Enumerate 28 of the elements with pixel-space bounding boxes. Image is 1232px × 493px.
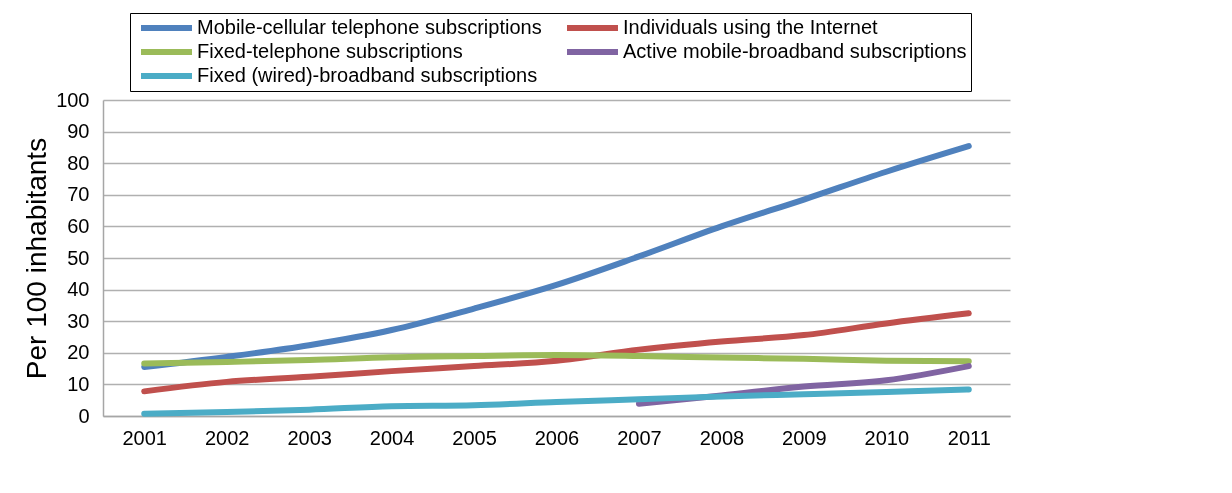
x-tick-label: 2006: [534, 426, 580, 449]
legend-label: Individuals using the Internet: [623, 16, 879, 38]
legend-label: Mobile-cellular telephone subscriptions: [197, 16, 542, 38]
x-tick-label: 2009: [782, 426, 827, 449]
y-tick-label: 100: [56, 88, 90, 111]
y-tick-label: 80: [67, 151, 90, 174]
x-tick-label: 2007: [617, 426, 662, 449]
legend-label: Fixed (wired)-broadband subscriptions: [197, 64, 538, 86]
y-tick-label: 60: [67, 214, 90, 237]
y-tick-label: 20: [67, 341, 90, 364]
x-tick-label: 2010: [864, 426, 910, 449]
y-tick-label: 10: [67, 372, 90, 395]
x-tick-label: 2002: [204, 426, 250, 449]
legend-label: Active mobile-broadband subscriptions: [623, 40, 967, 62]
x-tick-label: 2003: [287, 426, 332, 449]
y-tick-label: 70: [67, 183, 90, 206]
x-tick-label: 2011: [947, 426, 991, 449]
x-tick-label: 2005: [452, 426, 497, 449]
y-tick-label: 0: [78, 404, 90, 427]
y-tick-label: 40: [67, 278, 90, 301]
y-tick-label: 50: [67, 246, 90, 269]
x-tick-label: 2001: [122, 426, 167, 449]
y-axis-title: Per 100 inhabitants: [21, 137, 53, 380]
y-tick-label: 30: [67, 309, 90, 332]
y-tick-label: 90: [67, 120, 90, 143]
x-tick-label: 2004: [369, 426, 415, 449]
legend-label: Fixed-telephone subscriptions: [197, 40, 463, 62]
x-tick-label: 2008: [699, 426, 745, 449]
